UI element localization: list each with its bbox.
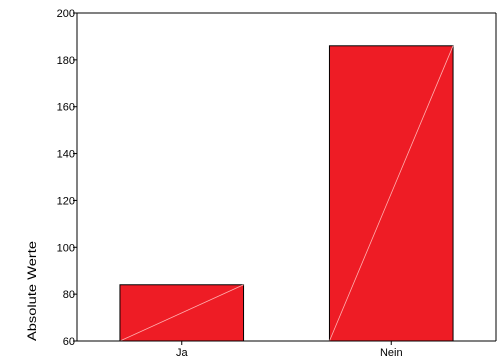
y-tick-label: 180 xyxy=(57,55,75,67)
x-tick-label-ja: Ja xyxy=(176,347,189,359)
bars-group xyxy=(119,45,454,342)
x-tick-label-nein: Nein xyxy=(380,347,403,359)
y-axis-title: Absolute Werte xyxy=(25,241,39,341)
y-tick-label: 160 xyxy=(57,102,75,114)
axes-group xyxy=(76,12,497,342)
y-tick-label: 80 xyxy=(63,289,75,301)
bar-diagonal-ja xyxy=(119,284,244,342)
y-tick-label: 60 xyxy=(63,336,75,348)
y-tick-label: 100 xyxy=(57,242,75,254)
y-tick-label: 140 xyxy=(57,149,75,161)
y-tick-label: 120 xyxy=(57,195,75,207)
bar-diagonal-nein xyxy=(329,45,454,342)
x-ticks-group: Ja Nein xyxy=(176,341,403,359)
y-tick-label: 200 xyxy=(57,8,75,20)
y-ticks-group: 60 80 100 120 140 160 180 200 xyxy=(57,8,77,348)
